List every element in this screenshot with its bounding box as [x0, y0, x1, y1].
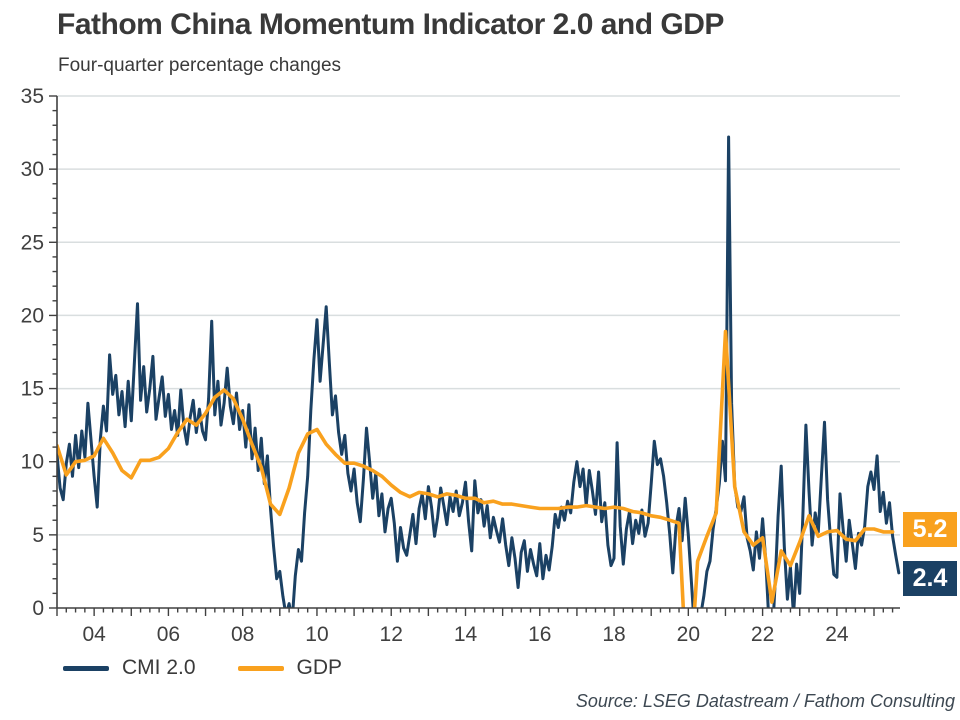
cmi-line-swatch: [63, 665, 109, 671]
svg-text:24: 24: [825, 623, 849, 646]
chart-subtitle: Four-quarter percentage changes: [58, 55, 342, 76]
svg-text:15: 15: [21, 378, 44, 401]
svg-text:10: 10: [305, 623, 328, 646]
svg-text:5: 5: [32, 524, 44, 547]
svg-text:16: 16: [528, 623, 551, 646]
svg-text:04: 04: [82, 623, 106, 646]
svg-text:20: 20: [21, 304, 44, 327]
gdp-end-value-badge: 5.2: [903, 512, 957, 548]
svg-text:08: 08: [231, 623, 254, 646]
svg-text:22: 22: [751, 623, 774, 646]
legend: CMI 2.0 GDP: [63, 656, 342, 680]
svg-text:20: 20: [677, 623, 700, 646]
svg-text:14: 14: [454, 623, 478, 646]
svg-text:12: 12: [380, 623, 403, 646]
svg-text:35: 35: [21, 85, 44, 108]
svg-text:10: 10: [21, 451, 44, 474]
chart-title: Fathom China Momentum Indicator 2.0 and …: [57, 8, 724, 41]
svg-text:06: 06: [157, 623, 180, 646]
svg-text:25: 25: [21, 231, 44, 254]
cmi-end-value-badge: 2.4: [903, 561, 957, 597]
cmi-legend-label: CMI 2.0: [122, 656, 196, 679]
svg-text:30: 30: [21, 158, 44, 181]
source-attribution: Source: LSEG Datastream / Fathom Consult…: [575, 691, 955, 711]
legend-item-cmi: CMI 2.0: [63, 656, 196, 680]
legend-item-gdp: GDP: [237, 656, 343, 680]
svg-text:18: 18: [602, 623, 625, 646]
gdp-line-swatch: [237, 665, 284, 671]
gdp-legend-label: GDP: [296, 656, 343, 679]
svg-text:0: 0: [32, 597, 44, 620]
